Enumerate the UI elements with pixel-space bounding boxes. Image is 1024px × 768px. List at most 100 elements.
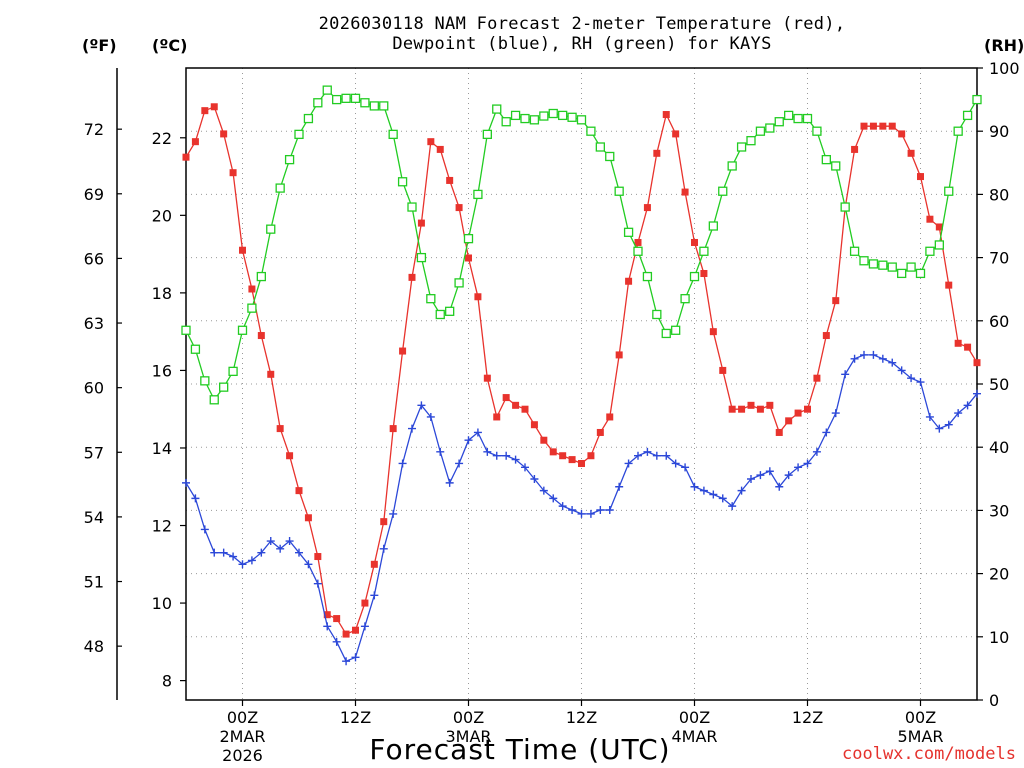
temperature-point: [625, 277, 633, 285]
temperature-point: [879, 122, 887, 130]
fahrenheit-unit-label: (ºF): [82, 36, 117, 55]
rh-point: [633, 246, 643, 256]
rh-point: [388, 129, 398, 140]
rh-point: [492, 104, 502, 114]
rh-point: [463, 233, 474, 244]
temperature-point: [851, 145, 859, 153]
rh-point: [567, 112, 577, 122]
x-tick-date-label: 4MAR: [671, 727, 717, 746]
temperature-point: [314, 553, 322, 561]
temperature-point: [804, 405, 811, 413]
dewpoint-point: [699, 486, 708, 495]
temperature-point: [493, 413, 501, 421]
dewpoint-point: [417, 401, 426, 410]
rh-point: [397, 177, 408, 187]
x-tick-date-label: 5MAR: [897, 727, 943, 746]
temperature-point: [549, 448, 557, 456]
rh-point: [784, 110, 794, 121]
temperature-point: [606, 413, 614, 421]
rh-point: [708, 221, 718, 231]
dewpoint-point: [398, 459, 407, 468]
temperature-point: [615, 351, 623, 359]
celsius-tick-label: 22: [152, 129, 172, 148]
rh-point: [435, 309, 445, 320]
rh-point: [284, 154, 295, 165]
temperature-point: [578, 459, 585, 467]
rh-point: [190, 344, 201, 354]
rh-point: [821, 154, 831, 165]
rh-point: [275, 183, 285, 193]
dewpoint-point: [266, 537, 275, 546]
dewpoint-point: [313, 579, 322, 588]
temperature-point: [672, 130, 680, 138]
temperature-point: [248, 285, 256, 293]
dewpoint-point: [182, 478, 190, 487]
temperature-point: [446, 176, 454, 184]
temperature-point: [587, 452, 595, 460]
rh-tick-label: 40: [989, 438, 1009, 457]
rh-point: [332, 94, 342, 105]
x-tick-label: 12Z: [566, 708, 597, 727]
rh-point: [445, 306, 455, 316]
dewpoint-point: [473, 428, 482, 437]
dewpoint-point: [869, 350, 878, 359]
dewpoint-point: [709, 490, 718, 499]
rh-point: [539, 111, 549, 121]
rh-point: [501, 117, 511, 127]
dewpoint-point: [285, 537, 294, 546]
rh-point: [558, 110, 568, 121]
x-tick-year-label: 2026: [222, 746, 263, 765]
temperature-point: [568, 456, 576, 464]
x-tick-label: 12Z: [792, 708, 823, 727]
rh-point: [313, 98, 323, 108]
rh-point: [793, 113, 803, 124]
temperature-point: [267, 370, 275, 378]
x-tick-label: 00Z: [453, 708, 484, 727]
dewpoint-point: [596, 506, 605, 515]
rh-point: [736, 142, 747, 152]
temperature-point: [408, 273, 416, 281]
temperature-point: [521, 405, 529, 413]
rh-point: [849, 246, 860, 256]
temperature-point: [380, 518, 388, 526]
temperature-point: [530, 421, 538, 429]
rh-point: [906, 262, 916, 272]
rh-point: [887, 262, 897, 272]
dewpoint-point: [973, 389, 981, 398]
dewpoint-point: [963, 401, 972, 410]
x-tick-label: 00Z: [905, 708, 936, 727]
dewpoint-point: [954, 409, 963, 418]
rh-point: [360, 98, 370, 108]
dewpoint-point: [850, 354, 859, 363]
fahrenheit-tick-label: 63: [84, 314, 104, 333]
rh-point: [972, 94, 982, 105]
rh-point: [915, 268, 926, 279]
temperature-point: [465, 254, 472, 262]
dewpoint-point: [426, 412, 435, 421]
rh-point: [765, 123, 775, 133]
temperature-point: [719, 366, 727, 374]
dewpoint-point: [841, 370, 850, 379]
temperature-point: [935, 223, 943, 231]
rh-point: [294, 129, 304, 140]
temperature-point: [512, 401, 520, 409]
temperature-point: [361, 599, 369, 607]
rh-point: [369, 101, 379, 111]
fahrenheit-tick-label: 66: [84, 249, 104, 268]
dewpoint-point: [662, 451, 671, 460]
dewpoint-point: [935, 424, 944, 433]
dewpoint-point: [775, 482, 784, 491]
rh-point: [247, 303, 257, 313]
dewpoint-point: [210, 548, 219, 557]
rh-tick-label: 70: [989, 249, 1009, 268]
dewpoint-point: [304, 560, 313, 569]
rh-point: [454, 278, 464, 288]
temperature-point: [333, 615, 341, 623]
rh-point: [925, 246, 935, 256]
temperature-point: [709, 328, 717, 336]
fahrenheit-tick-label: 69: [84, 185, 104, 204]
rh-point: [878, 260, 888, 270]
rh-point: [868, 259, 879, 269]
rh-point: [200, 376, 210, 386]
temperature-point: [229, 169, 237, 177]
